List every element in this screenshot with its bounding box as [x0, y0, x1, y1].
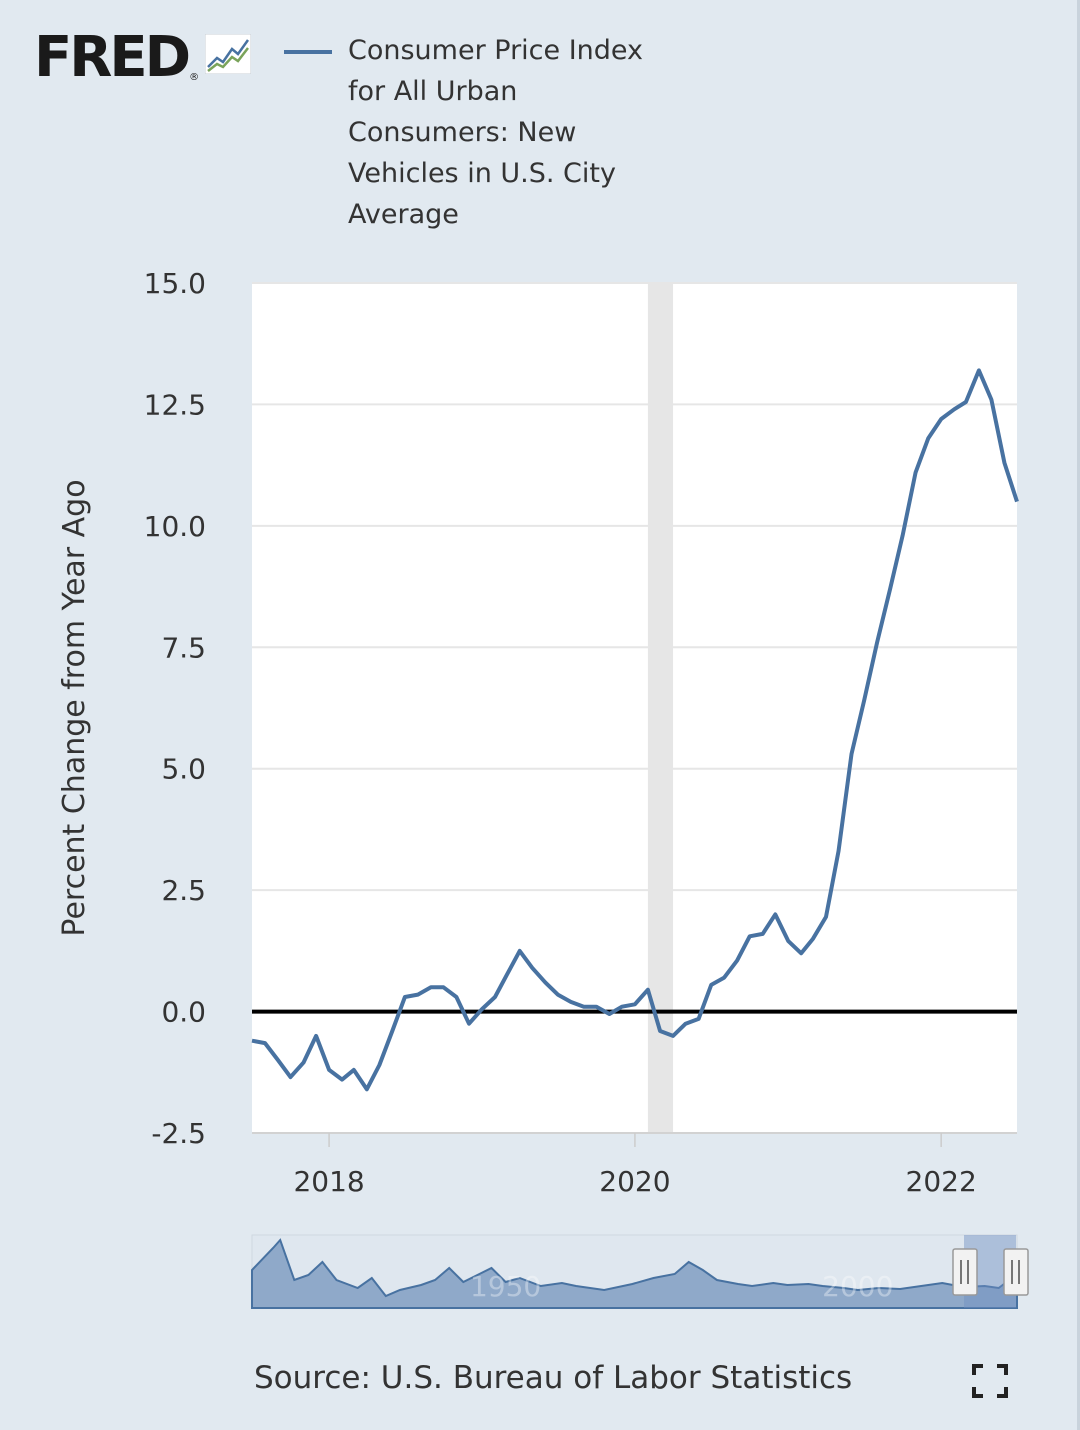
data-point[interactable] — [811, 937, 815, 941]
data-point[interactable] — [952, 407, 956, 411]
data-point[interactable] — [556, 993, 560, 997]
navigator-year-label: 1950 — [470, 1270, 541, 1303]
data-point[interactable] — [684, 1022, 688, 1026]
data-point[interactable] — [964, 400, 968, 404]
data-point[interactable] — [658, 1029, 662, 1033]
data-point[interactable] — [824, 915, 828, 919]
data-point[interactable] — [1015, 500, 1019, 504]
data-point[interactable] — [441, 985, 445, 989]
expand-icon[interactable] — [972, 1364, 1008, 1398]
navigator-series-area — [251, 1238, 1018, 1309]
navigator-handle-left[interactable] — [952, 1248, 978, 1296]
data-point[interactable] — [403, 995, 407, 999]
data-point[interactable] — [416, 993, 420, 997]
y-tick-label: 10.0 — [144, 510, 206, 543]
data-point[interactable] — [773, 912, 777, 916]
data-point[interactable] — [352, 1068, 356, 1072]
data-point[interactable] — [390, 1029, 394, 1033]
data-point[interactable] — [518, 949, 522, 953]
data-point[interactable] — [250, 1039, 254, 1043]
data-point[interactable] — [977, 368, 981, 372]
logo-registered-mark: ® — [189, 72, 200, 83]
data-point[interactable] — [786, 939, 790, 943]
data-point[interactable] — [607, 1012, 611, 1016]
y-tick-label: 5.0 — [161, 753, 206, 786]
data-point[interactable] — [799, 951, 803, 955]
x-tick-label: 2022 — [906, 1165, 977, 1198]
data-point[interactable] — [467, 1022, 471, 1026]
fred-logo[interactable]: FRED ® — [34, 25, 252, 90]
y-tick-label: 15.0 — [144, 267, 206, 300]
data-point[interactable] — [377, 1063, 381, 1067]
data-point[interactable] — [480, 1007, 484, 1011]
y-axis-label: Percent Change from Year Ago — [57, 479, 92, 936]
data-point[interactable] — [862, 699, 866, 703]
y-tick-label: 2.5 — [161, 874, 206, 907]
legend-label: Consumer Price Index for All Urban Consu… — [348, 35, 644, 230]
data-point[interactable] — [837, 849, 841, 853]
y-tick-label: 12.5 — [144, 388, 206, 421]
data-point[interactable] — [314, 1034, 318, 1038]
legend-swatch — [284, 50, 332, 54]
data-point[interactable] — [620, 1005, 624, 1009]
data-point[interactable] — [850, 752, 854, 756]
data-point[interactable] — [569, 1000, 573, 1004]
y-axis-ticks: -2.5 0.0 2.5 5.0 7.5 10.0 12.5 15.0 — [144, 267, 206, 1150]
navigator[interactable]: 1950 2000 — [251, 1234, 1029, 1309]
data-point[interactable] — [582, 1005, 586, 1009]
data-point[interactable] — [289, 1075, 293, 1079]
series-line[interactable] — [251, 368, 1019, 1092]
line-chart-icon — [205, 34, 252, 74]
data-point[interactable] — [276, 1058, 280, 1062]
data-point[interactable] — [914, 470, 918, 474]
data-point[interactable] — [735, 959, 739, 963]
data-point[interactable] — [875, 640, 879, 644]
data-point[interactable] — [340, 1078, 344, 1082]
data-point[interactable] — [543, 980, 547, 984]
navigator-handle-right[interactable] — [1003, 1248, 1029, 1296]
data-point[interactable] — [697, 1017, 701, 1021]
data-point[interactable] — [761, 932, 765, 936]
data-point[interactable] — [646, 988, 650, 992]
navigator-labels: 1950 2000 — [470, 1270, 893, 1303]
data-point[interactable] — [263, 1041, 267, 1045]
data-point[interactable] — [888, 587, 892, 591]
data-point[interactable] — [1002, 461, 1006, 465]
x-tick-label: 2020 — [599, 1165, 670, 1198]
navigator-year-label: 2000 — [822, 1270, 893, 1303]
data-point[interactable] — [530, 966, 534, 970]
x-tick-label: 2018 — [293, 1165, 364, 1198]
data-point[interactable] — [671, 1034, 675, 1038]
data-point[interactable] — [939, 417, 943, 421]
data-point[interactable] — [748, 934, 752, 938]
data-point[interactable] — [302, 1061, 306, 1065]
data-point[interactable] — [709, 983, 713, 987]
y-tick-label: 0.0 — [161, 996, 206, 1029]
data-point[interactable] — [505, 973, 509, 977]
data-point[interactable] — [594, 1005, 598, 1009]
y-tick-label: 7.5 — [161, 631, 206, 664]
source-note: Source: U.S. Bureau of Labor Statistics — [254, 1360, 853, 1396]
data-point[interactable] — [633, 1002, 637, 1006]
y-tick-label: -2.5 — [151, 1117, 206, 1150]
data-point[interactable] — [327, 1068, 331, 1072]
logo-text: FRED — [34, 25, 191, 90]
x-axis-ticks: 2018 2020 2022 — [293, 1133, 977, 1198]
data-point[interactable] — [722, 976, 726, 980]
data-point[interactable] — [429, 985, 433, 989]
recession-band — [647, 283, 674, 1133]
legend[interactable]: Consumer Price Index for All Urban Consu… — [284, 30, 678, 235]
data-point[interactable] — [989, 398, 993, 402]
data-point[interactable] — [926, 436, 930, 440]
data-point[interactable] — [365, 1087, 369, 1091]
data-point[interactable] — [454, 995, 458, 999]
plot-area — [252, 283, 1017, 1133]
data-point[interactable] — [901, 534, 905, 538]
data-point[interactable] — [493, 995, 497, 999]
